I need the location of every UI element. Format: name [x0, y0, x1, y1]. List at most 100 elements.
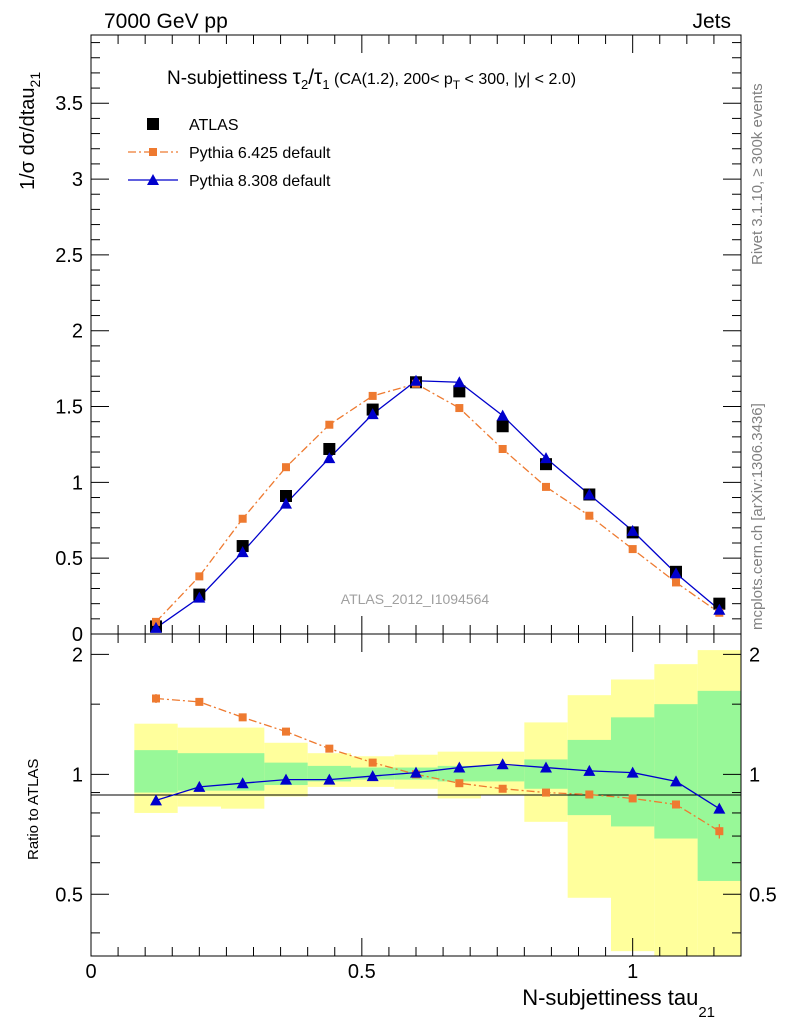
ratio-series-line-0: [155, 697, 720, 832]
main-y-tick-label: 0.5: [55, 548, 83, 570]
x-tick-label: 1: [627, 961, 638, 983]
main-series-1-point: [542, 482, 550, 491]
main-series-0-point: [323, 442, 336, 455]
main-series-1-point: [195, 572, 204, 581]
main-y-tick-label: 1.5: [55, 397, 83, 419]
ratio-stat-band: [481, 765, 525, 782]
ratio-series-0-point: [585, 790, 594, 799]
analysis-label: ATLAS_2012_I1094564: [341, 591, 490, 607]
main-panel-series: [150, 374, 726, 633]
main-series-2-point: [236, 546, 249, 558]
legend-marker-0: [147, 118, 159, 130]
ratio-y-tick-label: 0.5: [55, 884, 83, 906]
ratio-series-1-point: [626, 766, 639, 778]
ratio-series-0-point: [455, 779, 464, 788]
ratio-panel-ticks: 0.5 0.5 1 1 2 2 0 0.5 1: [55, 634, 777, 983]
main-series-1-point: [498, 444, 507, 453]
ratio-series-0-point: [325, 744, 334, 753]
ratio-panel-series: [150, 694, 726, 839]
main-series-0-point: [280, 490, 292, 503]
main-y-tick-label: 3.5: [55, 93, 83, 115]
main-y-tick-label: 2: [72, 321, 83, 343]
main-series-1-point: [455, 404, 464, 413]
main-y-tick-label: 0: [72, 624, 83, 646]
ratio-series-0-point: [152, 694, 160, 703]
ratio-y-tick-label-right: 2: [749, 644, 760, 666]
ratio-series-line-1: [155, 763, 720, 810]
ratio-series-1-point: [150, 794, 162, 806]
main-series-0-point: [453, 385, 466, 398]
main-series-1-point: [282, 463, 290, 472]
main-series-2-point: [150, 621, 162, 633]
main-series-2-point: [670, 567, 682, 579]
ratio-series-1-point: [670, 775, 682, 787]
main-series-0-point: [236, 540, 249, 553]
x-tick-label: 0: [85, 961, 96, 983]
ratio-series-1-point: [713, 802, 726, 814]
main-series-2-point: [323, 452, 336, 464]
main-series-1-point: [628, 545, 637, 554]
ratio-series-1-point: [410, 766, 422, 778]
ratio-series-0-point: [238, 713, 247, 722]
ratio-stat-band: [567, 739, 611, 816]
main-series-1-point: [672, 578, 680, 587]
main-series-line-1: [155, 383, 720, 623]
main-series-1-point: [368, 391, 377, 400]
ratio-series-0-point: [542, 788, 550, 797]
ratio-series-1-point: [236, 777, 249, 789]
ratio-series-1-point: [323, 773, 336, 785]
ratio-series-1-point: [496, 758, 509, 770]
main-series-0-point: [496, 420, 509, 433]
legend: ATLAS Pythia 6.425 default Pythia 8.308 de…: [128, 117, 331, 190]
main-series-2-point: [713, 603, 726, 615]
ratio-y-tick-label: 2: [72, 644, 83, 666]
main-series-0-point: [713, 597, 726, 610]
x-axis-label: N-subjettiness tau21: [522, 985, 715, 1021]
main-series-2-point: [280, 497, 292, 509]
main-y-tick-label: 2.5: [55, 245, 83, 267]
main-series-1-point: [238, 514, 247, 523]
main-series-1-point: [585, 511, 594, 520]
main-series-2-point: [193, 591, 206, 603]
main-series-2-point: [583, 488, 596, 500]
ratio-series-1-point: [280, 773, 292, 785]
ratio-y-tick-label: 1: [72, 764, 83, 786]
ratio-series-0-point: [282, 727, 290, 736]
main-series-2-point: [410, 374, 422, 386]
legend-entry-1: Pythia 6.425 default: [189, 145, 331, 162]
ratio-series-1-point: [366, 770, 379, 782]
main-y-tick-label: 3: [72, 169, 83, 191]
legend-entry-0: ATLAS: [189, 117, 239, 134]
ratio-y-tick-label-right: 1: [749, 764, 760, 786]
main-y-axis-label: 1/σ dσ/dtau21: [17, 72, 43, 190]
ratio-stat-band: [437, 765, 481, 782]
ratio-series-0-point: [368, 758, 377, 767]
ratio-stat-band: [654, 704, 698, 839]
main-series-2-point: [496, 409, 509, 421]
rivet-version-label: Rivet 3.1.10, ≥ 300k events: [749, 83, 766, 265]
main-series-1-point: [152, 617, 160, 626]
ratio-stat-band: [697, 690, 741, 881]
main-series-2-point: [540, 452, 552, 464]
ratio-series-1-point: [453, 761, 466, 773]
header-right-label: Jets: [692, 10, 731, 33]
ratio-series-1-point: [540, 761, 552, 773]
ratio-series-0-point: [715, 827, 724, 836]
legend-marker-2: [147, 174, 159, 185]
main-series-2-point: [626, 524, 639, 536]
x-tick-label: 0.5: [348, 961, 376, 983]
main-series-2-point: [453, 376, 466, 388]
ratio-y-axis-label: Ratio to ATLAS: [25, 759, 42, 860]
main-y-tick-label: 1: [72, 472, 83, 494]
header-left-label: 7000 GeV pp: [104, 10, 228, 33]
main-plot-title: N-subjettiness τ2/τ1 (CA(1.2), 200< pT <…: [167, 66, 576, 92]
ratio-series-1-point: [583, 764, 596, 776]
legend-marker-1: [149, 148, 157, 156]
ratio-panel-frame: [90, 633, 742, 957]
main-series-line-2: [155, 380, 720, 629]
ratio-series-0-point: [672, 800, 680, 809]
ratio-series-0-point: [195, 697, 204, 706]
ratio-series-0-point: [498, 784, 507, 793]
main-series-1-point: [325, 420, 334, 429]
